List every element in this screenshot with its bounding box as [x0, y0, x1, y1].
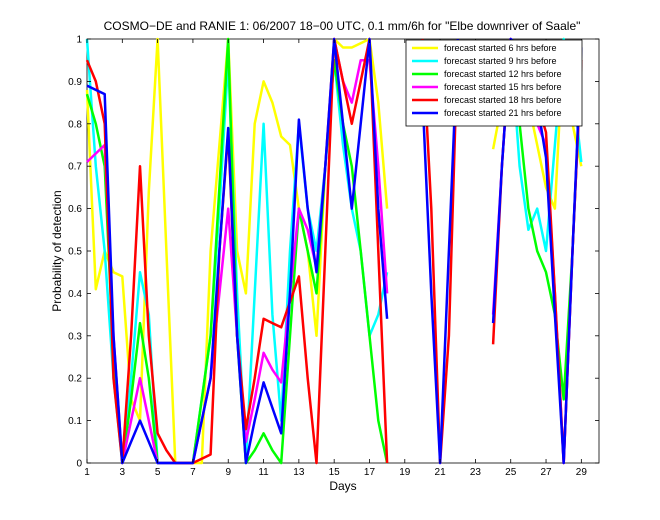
legend-label-1: forecast started 6 hrs before: [444, 43, 557, 53]
y-tick-label: 0: [76, 459, 82, 470]
y-tick-label: 0.7: [68, 162, 82, 173]
series-1-segment-1: [85, 37, 389, 465]
y-tick-label: 0.6: [68, 204, 82, 215]
x-tick-label: 21: [435, 467, 447, 478]
y-tick-label: 0.9: [68, 77, 82, 88]
y-tick-label: 0.3: [68, 331, 82, 342]
x-axis-ticks: 1 3 5 7 9 11 13 15 17 19 21 23 25 27 29: [84, 39, 587, 478]
y-tick-label: 0.4: [68, 289, 82, 300]
x-tick-label: 3: [120, 467, 126, 478]
x-tick-label: 19: [399, 467, 411, 478]
x-tick-label: 15: [329, 467, 341, 478]
y-tick-label: 0.8: [68, 119, 82, 130]
legend-label-2: forecast started 9 hrs before: [444, 56, 557, 66]
x-tick-label: 25: [505, 467, 517, 478]
y-axis-ticks: 0 0.1 0.2 0.3 0.4 0.5 0.6 0.7 0.8 0.9 1: [68, 35, 599, 470]
x-tick-label: 27: [540, 467, 552, 478]
legend: forecast started 6 hrs before forecast st…: [405, 39, 583, 127]
x-tick-label: 1: [84, 467, 90, 478]
legend-label-3: forecast started 12 hrs before: [444, 69, 562, 79]
y-tick-label: 0.1: [68, 416, 82, 427]
x-tick-label: 5: [155, 467, 161, 478]
x-tick-label: 17: [364, 467, 376, 478]
x-tick-label: 9: [225, 467, 231, 478]
legend-box: [405, 39, 583, 127]
y-tick-label: 0.2: [68, 374, 82, 385]
series-6-segment-1: [86, 37, 389, 465]
x-tick-label: 11: [258, 467, 269, 478]
x-axis-label: Days: [329, 479, 356, 493]
series-5-segment-1: [85, 37, 389, 465]
legend-label-4: forecast started 15 hrs before: [444, 82, 562, 92]
x-tick-label: 7: [190, 467, 196, 478]
x-tick-label: 23: [470, 467, 482, 478]
chart-title: COSMO−DE and RANIE 1: 06/2007 18−00 UTC,…: [104, 19, 581, 33]
y-tick-label: 0.5: [68, 247, 82, 258]
legend-label-5: forecast started 18 hrs before: [444, 95, 562, 105]
legend-label-6: forecast started 21 hrs before: [444, 108, 562, 118]
x-tick-label: 13: [293, 467, 305, 478]
y-tick-label: 1: [76, 35, 82, 46]
x-tick-label: 29: [576, 467, 588, 478]
y-axis-label: Probability of detection: [50, 190, 64, 311]
